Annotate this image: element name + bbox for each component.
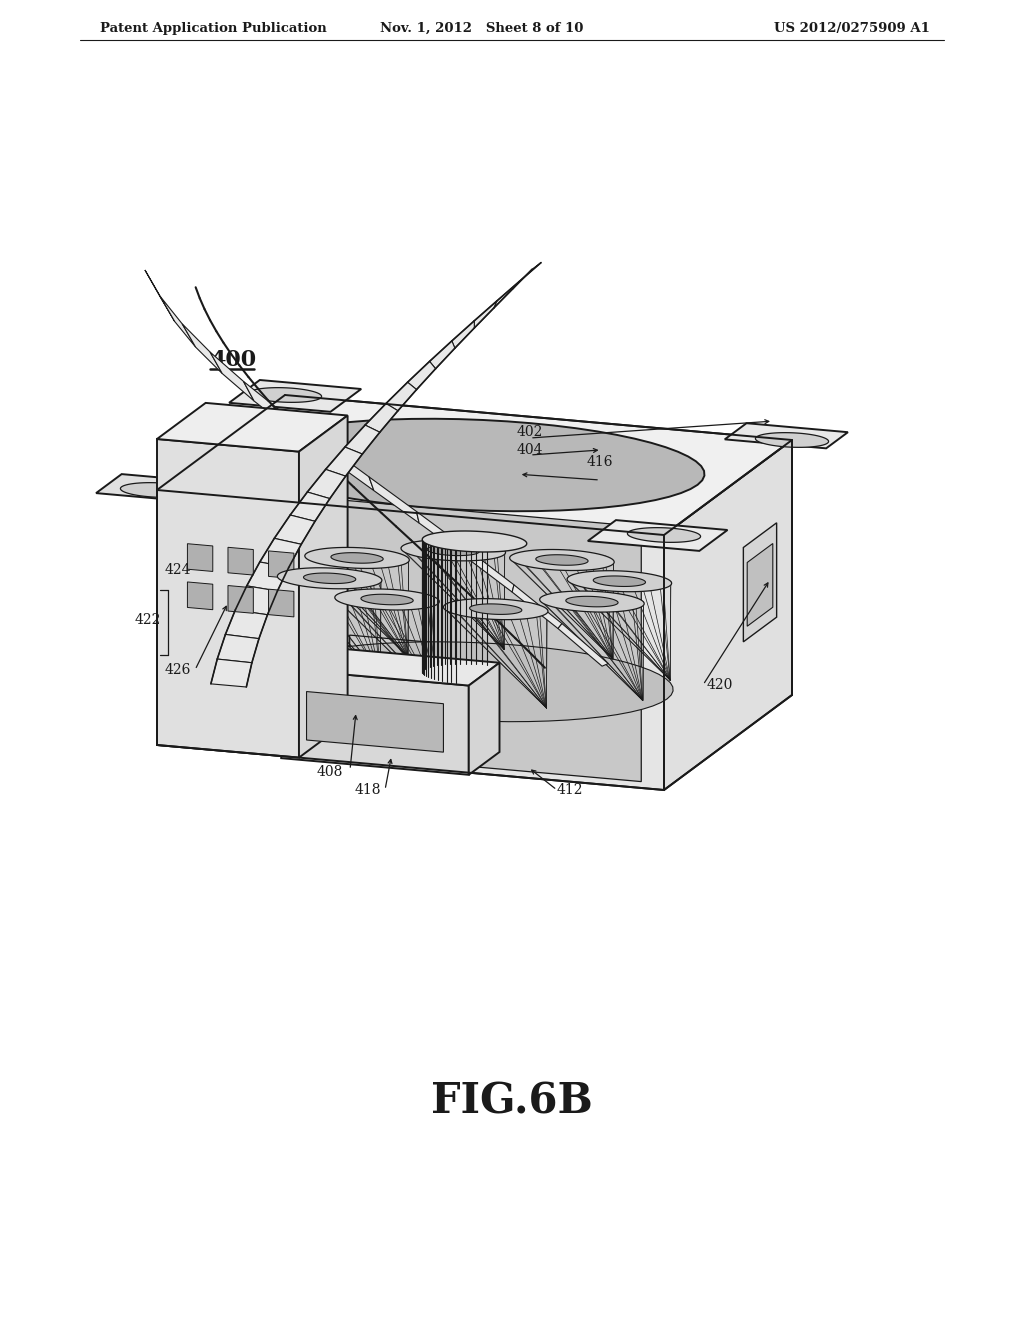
- Polygon shape: [282, 412, 331, 459]
- Polygon shape: [422, 531, 526, 552]
- Text: 404: 404: [517, 444, 544, 457]
- Polygon shape: [278, 568, 382, 589]
- Text: 424: 424: [165, 564, 191, 577]
- Polygon shape: [157, 490, 664, 789]
- Polygon shape: [513, 263, 541, 289]
- Polygon shape: [187, 544, 213, 572]
- Polygon shape: [474, 301, 497, 327]
- Polygon shape: [244, 381, 291, 429]
- Polygon shape: [386, 383, 417, 411]
- Polygon shape: [540, 591, 644, 612]
- Polygon shape: [290, 492, 330, 521]
- Polygon shape: [331, 553, 383, 564]
- Polygon shape: [182, 323, 222, 374]
- Polygon shape: [229, 380, 361, 412]
- Polygon shape: [427, 545, 479, 556]
- Polygon shape: [245, 418, 705, 511]
- Polygon shape: [196, 487, 641, 781]
- Text: 402: 402: [517, 425, 543, 440]
- Polygon shape: [268, 550, 294, 578]
- Polygon shape: [218, 628, 309, 667]
- Polygon shape: [748, 544, 773, 626]
- Polygon shape: [360, 594, 414, 605]
- Polygon shape: [161, 297, 196, 347]
- Polygon shape: [349, 635, 471, 685]
- Polygon shape: [452, 321, 474, 348]
- Text: 416: 416: [587, 455, 613, 469]
- Polygon shape: [268, 589, 294, 616]
- Text: 412: 412: [557, 783, 584, 797]
- Polygon shape: [225, 610, 267, 639]
- Polygon shape: [335, 589, 439, 610]
- Polygon shape: [274, 515, 315, 544]
- Polygon shape: [308, 404, 754, 698]
- Polygon shape: [217, 635, 259, 663]
- Text: US 2012/0275909 A1: US 2012/0275909 A1: [774, 22, 930, 36]
- Polygon shape: [510, 549, 614, 570]
- Polygon shape: [282, 645, 500, 685]
- Polygon shape: [210, 352, 254, 401]
- Polygon shape: [145, 271, 175, 322]
- Polygon shape: [401, 540, 506, 561]
- Polygon shape: [157, 395, 285, 744]
- Polygon shape: [664, 440, 792, 789]
- Text: Patent Application Publication: Patent Application Publication: [100, 22, 327, 36]
- Polygon shape: [157, 395, 792, 535]
- Polygon shape: [228, 548, 253, 576]
- Polygon shape: [299, 416, 347, 758]
- Polygon shape: [417, 511, 466, 557]
- Polygon shape: [397, 693, 424, 698]
- Polygon shape: [275, 642, 673, 722]
- Text: 408: 408: [316, 766, 343, 779]
- Polygon shape: [307, 470, 346, 499]
- Polygon shape: [628, 528, 700, 543]
- Polygon shape: [566, 597, 618, 607]
- Polygon shape: [157, 403, 347, 451]
- Polygon shape: [558, 623, 608, 667]
- Polygon shape: [228, 586, 253, 614]
- Polygon shape: [249, 388, 322, 403]
- Text: 426: 426: [165, 663, 191, 677]
- Polygon shape: [743, 523, 776, 642]
- Text: Nov. 1, 2012   Sheet 8 of 10: Nov. 1, 2012 Sheet 8 of 10: [380, 22, 584, 36]
- Polygon shape: [282, 669, 469, 775]
- Polygon shape: [429, 341, 455, 368]
- Text: 422: 422: [135, 612, 161, 627]
- Polygon shape: [326, 447, 362, 477]
- Text: FIG.6B: FIG.6B: [431, 1081, 593, 1123]
- Polygon shape: [324, 444, 374, 491]
- Text: 418: 418: [354, 783, 381, 797]
- Polygon shape: [408, 362, 435, 389]
- Polygon shape: [345, 425, 380, 454]
- Polygon shape: [196, 659, 754, 781]
- Polygon shape: [189, 543, 211, 589]
- Polygon shape: [567, 570, 672, 591]
- Text: 400: 400: [210, 348, 256, 371]
- Polygon shape: [469, 663, 500, 775]
- Polygon shape: [465, 548, 514, 593]
- Polygon shape: [725, 424, 848, 449]
- Polygon shape: [756, 433, 828, 447]
- Polygon shape: [260, 539, 301, 568]
- Polygon shape: [211, 659, 252, 686]
- Polygon shape: [593, 576, 645, 586]
- Polygon shape: [512, 585, 562, 628]
- Polygon shape: [247, 562, 289, 591]
- Polygon shape: [303, 573, 355, 583]
- Text: 420: 420: [707, 678, 733, 692]
- Polygon shape: [236, 586, 278, 615]
- Polygon shape: [443, 599, 548, 619]
- Polygon shape: [366, 404, 398, 432]
- Polygon shape: [470, 603, 522, 614]
- Polygon shape: [187, 582, 213, 610]
- Polygon shape: [306, 692, 443, 752]
- Polygon shape: [369, 477, 419, 523]
- Polygon shape: [536, 554, 588, 565]
- Polygon shape: [121, 483, 194, 498]
- Polygon shape: [305, 548, 410, 569]
- Polygon shape: [96, 474, 233, 503]
- Polygon shape: [157, 440, 299, 758]
- Polygon shape: [588, 520, 727, 550]
- Polygon shape: [494, 281, 519, 308]
